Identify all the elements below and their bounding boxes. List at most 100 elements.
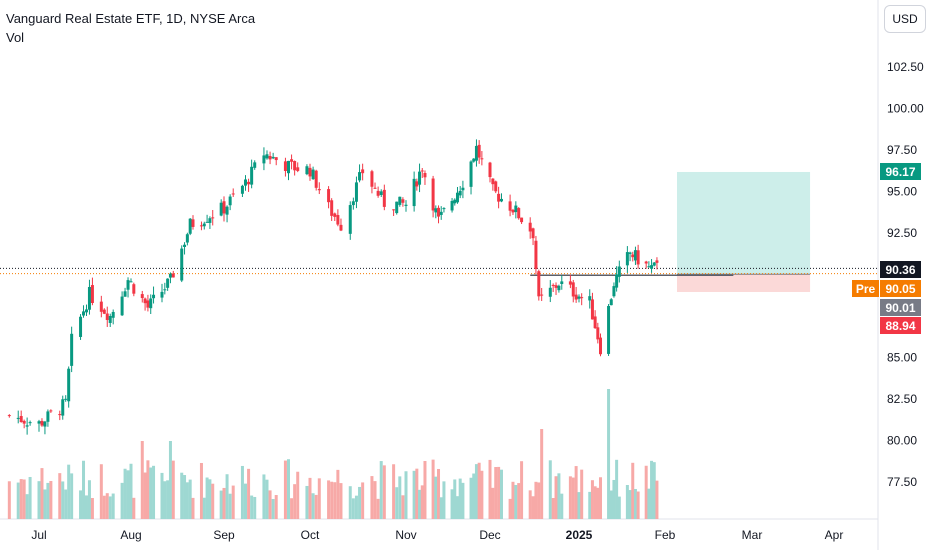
pre-market-price-badge: 90.05 xyxy=(880,280,921,297)
candle-body xyxy=(49,410,53,412)
candle-body xyxy=(531,228,535,239)
candle-body xyxy=(58,414,62,416)
volume-bar xyxy=(262,474,266,519)
candle-body xyxy=(453,199,457,204)
volume-bar xyxy=(49,480,53,519)
time-axis[interactable]: Jul Aug Sep Oct Nov Dec 2025 Feb Mar Apr xyxy=(31,528,843,542)
candle-body xyxy=(497,193,501,202)
candle-body xyxy=(628,252,632,254)
last-price-badge: 90.36 xyxy=(880,261,921,278)
volume-bar xyxy=(412,470,416,519)
volume-bar xyxy=(64,489,68,519)
volume-bar xyxy=(202,497,206,519)
volume-bar xyxy=(577,492,581,519)
candle-body xyxy=(219,202,223,216)
volume-bar xyxy=(474,464,478,519)
price-lines xyxy=(0,267,878,276)
volume-bar xyxy=(395,487,399,519)
time-tick-label: Apr xyxy=(825,528,844,542)
candle-body xyxy=(22,420,26,424)
volume-bar xyxy=(437,468,441,519)
volume-bar xyxy=(225,474,229,519)
candle-body xyxy=(105,313,109,320)
time-tick-label: Aug xyxy=(120,528,141,542)
currency-button[interactable]: USD xyxy=(884,5,926,33)
candle-body xyxy=(70,333,74,366)
candle-body xyxy=(571,282,575,297)
candle-body xyxy=(149,298,153,309)
candle-body xyxy=(146,300,150,308)
position-stop-zone[interactable] xyxy=(677,274,811,292)
volume-bar xyxy=(25,494,29,519)
candle-body xyxy=(140,294,144,299)
candle-body xyxy=(339,224,343,231)
candle-body xyxy=(287,160,290,174)
entry-price-badge: 90.01 xyxy=(880,299,921,316)
candle-body xyxy=(655,260,659,263)
candle-body xyxy=(247,181,251,185)
candle-body xyxy=(607,305,611,354)
candle-body xyxy=(472,158,476,162)
candle-body xyxy=(548,287,552,297)
volume-bar xyxy=(373,481,377,519)
position-target-zone[interactable] xyxy=(677,171,811,275)
price-tick-label: 97.50 xyxy=(887,143,917,157)
candle-body xyxy=(126,280,130,290)
volume-bar xyxy=(108,496,112,519)
volume-bar xyxy=(520,461,524,519)
candle-body xyxy=(202,223,206,227)
volume-bar xyxy=(84,495,88,519)
volume-bar xyxy=(580,469,584,519)
candle-body xyxy=(494,181,498,192)
candle-body xyxy=(423,173,427,178)
candle-body xyxy=(225,206,229,215)
volume-bar xyxy=(551,498,555,519)
time-tick-label: Feb xyxy=(655,528,676,542)
candle-body xyxy=(87,286,91,310)
volume-bar xyxy=(415,468,419,519)
price-tick-label: 80.00 xyxy=(887,433,917,447)
volume-legend-label[interactable]: Vol xyxy=(6,30,25,45)
candle-body xyxy=(84,309,88,313)
candle-body xyxy=(311,169,315,180)
candle-body xyxy=(434,208,438,213)
candle-body xyxy=(517,208,521,219)
candle-body xyxy=(28,422,32,424)
volume-bar xyxy=(152,465,156,519)
volume-bar xyxy=(401,495,405,519)
candle-body xyxy=(308,167,312,177)
volume-bar xyxy=(228,493,232,519)
candle-body xyxy=(37,421,41,424)
candle-body xyxy=(183,244,187,247)
volume-bar xyxy=(423,461,427,519)
candle-body xyxy=(631,254,635,258)
volume-bar xyxy=(497,466,501,519)
volume-bar xyxy=(265,479,269,519)
volume-bar xyxy=(70,473,74,519)
candle-body xyxy=(283,161,287,171)
volume-bar xyxy=(99,464,103,519)
volume-bar xyxy=(87,480,91,519)
candle-body xyxy=(222,201,226,214)
volume-bar xyxy=(560,493,564,519)
volume-bar xyxy=(382,465,386,519)
volume-bar xyxy=(222,487,226,519)
volume-bar xyxy=(111,493,115,519)
volume-bar xyxy=(308,477,312,519)
volume-bar xyxy=(631,462,635,519)
volume-bar xyxy=(517,483,521,519)
candle-body xyxy=(336,215,340,225)
candle-body xyxy=(274,157,278,161)
candle-body xyxy=(19,416,23,423)
volume-bar xyxy=(379,461,383,519)
volume-bar xyxy=(290,498,294,519)
long-position-tool[interactable] xyxy=(677,171,811,292)
volume-bar xyxy=(376,498,380,519)
volume-bar xyxy=(336,469,340,519)
candle-body xyxy=(99,301,103,312)
symbol-legend-title[interactable]: Vanguard Real Estate ETF, 1D, NYSE Arca xyxy=(6,11,256,26)
price-axis[interactable]: 102.50 100.00 97.50 95.00 92.50 85.00 82.50 80.… xyxy=(887,60,924,489)
candle-body xyxy=(265,154,269,159)
volume-bar xyxy=(499,469,503,519)
